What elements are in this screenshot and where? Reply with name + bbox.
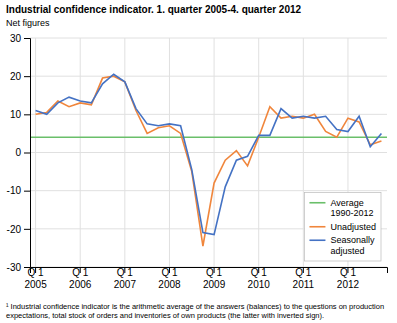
y-tick: 0: [15, 147, 30, 158]
y-tick-label: -10: [7, 185, 22, 196]
x-tick-label-line: 2005: [24, 279, 47, 290]
x-tick-label: Q 12010: [248, 267, 271, 290]
x-tick-label-line: Q 1: [206, 267, 223, 278]
grid-line-y: [30, 38, 387, 39]
x-tick-label: Q 12007: [114, 267, 137, 290]
x-tick: Q 12006: [69, 267, 92, 290]
x-tick: Q 12010: [248, 267, 271, 290]
legend-label-line: 1990-2012: [330, 208, 373, 218]
x-tick-label-line: 2010: [248, 279, 271, 290]
y-tick-mark: [24, 38, 30, 39]
grid-line-x: [303, 38, 304, 267]
legend-box: [304, 193, 381, 262]
legend-swatch: [309, 226, 325, 228]
x-tick-label-line: 2009: [203, 279, 226, 290]
x-tick-label-line: 2007: [114, 279, 137, 290]
x-tick-label-line: 2006: [69, 279, 92, 290]
chart: Industrial confidence indicator. 1. quar…: [0, 0, 397, 323]
footnote-line: ¹ Industrial confidence indicator is the…: [6, 302, 384, 311]
legend-label-line: adjusted: [330, 246, 364, 256]
y-tick: 30: [10, 33, 30, 44]
legend-label-line: Seasonally: [330, 235, 375, 245]
y-tick: 10: [10, 109, 30, 120]
grid-line-x: [124, 38, 125, 267]
legend-item: Unadjusted: [309, 222, 376, 232]
legend-label: Unadjusted: [330, 222, 376, 232]
grid-line-y: [30, 76, 387, 77]
x-tick-label-line: Q 1: [251, 267, 268, 278]
x-tick-label-line: 2012: [337, 279, 360, 290]
grid-line-y: [30, 152, 387, 153]
x-tick: Q 12012: [337, 267, 360, 290]
grid-line-x: [80, 38, 81, 267]
grid-line-x: [35, 38, 36, 267]
footnote: ¹ Industrial confidence indicator is the…: [6, 302, 384, 321]
x-tick-label-line: Q 1: [117, 267, 134, 278]
footnote-line: expectations, total stock of orders and …: [6, 311, 324, 320]
series-line: [36, 74, 382, 234]
x-tick: Q 12011: [293, 267, 315, 290]
legend: Average1990-2012 Unadjusted Seasonallyadju…: [304, 193, 381, 262]
legend-swatch: [309, 202, 325, 204]
reference-line: [30, 136, 387, 138]
y-tick: -30: [7, 262, 30, 273]
y-tick-mark: [24, 76, 30, 77]
y-tick-label: 10: [10, 109, 22, 120]
x-tick-label-line: 2011: [293, 279, 315, 290]
y-tick-mark: [24, 153, 30, 154]
x-tick: Q 12008: [158, 267, 181, 290]
x-tick-label-line: Q 1: [28, 267, 45, 278]
legend-label-line: Unadjusted: [330, 222, 376, 232]
y-tick: -20: [7, 224, 30, 235]
y-tick-label: 0: [15, 147, 21, 158]
legend-item: Seasonallyadjusted: [309, 235, 375, 256]
x-tick-label-line: Q 1: [340, 267, 357, 278]
x-tick-label: Q 12005: [24, 267, 47, 290]
subtitle: Net figures: [6, 18, 50, 28]
x-tick-label: Q 12006: [69, 267, 92, 290]
plot: -30-20-100102030Q 12005Q 12006Q 12007Q 1…: [7, 33, 388, 290]
x-tick: Q 12009: [203, 267, 226, 290]
y-axis-line: [24, 39, 31, 268]
x-tick-label: Q 12008: [158, 267, 181, 290]
x-tick: Q 12007: [114, 267, 137, 290]
title: Industrial confidence indicator. 1. quar…: [6, 4, 302, 15]
grid-line-x: [169, 38, 170, 267]
grid: [30, 38, 387, 267]
x-tick-label-line: 2008: [158, 279, 181, 290]
x-tick-label: Q 12011: [293, 267, 315, 290]
x-tick: Q 12005: [24, 267, 47, 290]
legend-swatch: [309, 239, 325, 241]
x-tick-label: Q 12009: [203, 267, 226, 290]
x-tick-label-line: Q 1: [72, 267, 89, 278]
y-tick: -10: [7, 185, 30, 196]
x-tick-label-line: Q 1: [161, 267, 178, 278]
x-tick-label: Q 12012: [337, 267, 360, 290]
y-axis: -30 -20 -10 0 10 20 30: [7, 33, 31, 273]
y-tick-label: -30: [7, 262, 22, 273]
y-tick-label: 30: [10, 33, 22, 44]
y-tick-label: 20: [10, 71, 22, 82]
legend-label: Seasonallyadjusted: [330, 235, 375, 256]
grid-line-y: [30, 190, 387, 191]
x-tick-label-line: Q 1: [295, 267, 312, 278]
x-axis: Q 12005Q 12006Q 12007Q 12008Q 12009Q 120…: [24, 267, 387, 290]
y-tick-mark: [24, 229, 30, 230]
legend-label: Average1990-2012: [330, 198, 373, 219]
y-tick-mark: [24, 191, 30, 192]
y-tick-mark: [24, 114, 30, 115]
y-tick: 20: [10, 71, 30, 82]
grid-line-x: [258, 38, 259, 267]
legend-label-line: Average: [330, 198, 363, 208]
grid-line-y: [30, 114, 387, 115]
legend-item: Average1990-2012: [309, 198, 373, 219]
y-tick-label: -20: [7, 224, 22, 235]
